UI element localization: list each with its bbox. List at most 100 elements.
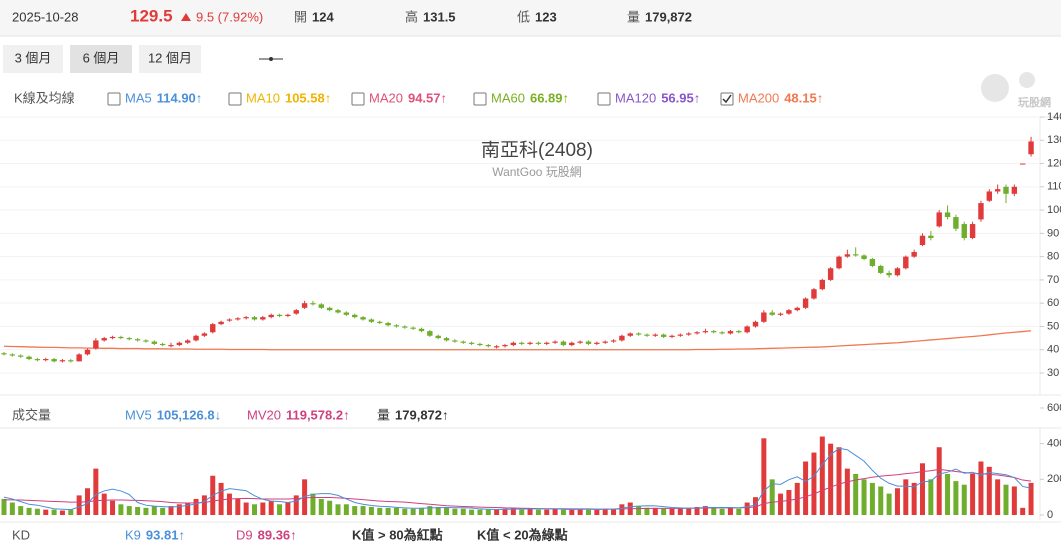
candle-body xyxy=(585,341,592,344)
checkbox[interactable] xyxy=(597,92,611,106)
chart-title: 南亞科(2408) xyxy=(481,139,593,161)
y-tick-label: 70 xyxy=(1047,274,1059,286)
checkbox[interactable] xyxy=(351,92,365,106)
tab-label[interactable]: 3 個月 xyxy=(15,50,52,65)
checkbox[interactable] xyxy=(107,92,121,106)
volume-bar xyxy=(243,502,249,515)
volume-bar xyxy=(93,468,99,515)
candle-body xyxy=(560,341,567,346)
checkbox[interactable] xyxy=(720,92,734,106)
volume-bar xyxy=(293,495,299,515)
mv5-line xyxy=(3,447,1032,511)
candle-body xyxy=(377,321,383,323)
candle-body xyxy=(519,342,525,344)
candle-body xyxy=(802,298,809,308)
tab-label[interactable]: 6 個月 xyxy=(83,50,120,65)
candle-body xyxy=(1028,141,1034,155)
candle-body xyxy=(786,310,792,314)
candle-body xyxy=(418,328,425,332)
volume-bar xyxy=(18,506,24,515)
candle-body xyxy=(994,189,1001,192)
candle-body xyxy=(402,326,408,328)
volume-bar xyxy=(686,507,692,515)
volume-bar xyxy=(135,506,141,515)
legend-value: 48.15↑ xyxy=(784,90,823,105)
date: 2025-10-28 xyxy=(12,9,79,24)
volume-bar xyxy=(435,506,441,515)
volume-bar xyxy=(577,508,583,515)
tab-selected[interactable] xyxy=(70,45,132,73)
y-tick-label: 50 xyxy=(1047,320,1059,332)
candle-body xyxy=(744,326,750,333)
volume-bar xyxy=(235,498,241,515)
candle-body xyxy=(427,331,433,336)
candle-body xyxy=(143,340,149,342)
candle-body xyxy=(159,343,166,346)
low-label: 低 xyxy=(517,9,530,24)
volume-bar xyxy=(519,509,525,515)
tab[interactable] xyxy=(139,45,201,73)
checkbox[interactable] xyxy=(473,92,487,106)
volume-bar xyxy=(727,507,733,515)
volume-bar xyxy=(34,508,40,515)
volume-bar xyxy=(427,506,433,515)
volume-bar xyxy=(335,504,341,515)
volume-bar xyxy=(861,479,867,515)
volume-bar xyxy=(260,502,266,515)
volume-bar xyxy=(385,507,391,515)
volume-bar xyxy=(460,508,466,515)
legend-label: MA10 xyxy=(246,90,280,105)
volume-bar xyxy=(494,509,500,515)
volume-bar xyxy=(786,490,792,515)
y-tick-label: 140 xyxy=(1047,111,1061,123)
candle-body xyxy=(978,203,984,220)
volume-bar xyxy=(410,508,416,515)
candle-body xyxy=(76,354,82,362)
volume-bar xyxy=(201,495,207,515)
volume-bar xyxy=(218,482,224,515)
volume-bar xyxy=(811,452,817,515)
volume-bar xyxy=(285,502,291,515)
y-tick-label: 60 xyxy=(1047,297,1059,309)
volume-bar xyxy=(268,500,274,515)
volume-bar xyxy=(677,507,683,515)
candle-body xyxy=(711,331,717,333)
volume-bar xyxy=(644,507,650,515)
volume-bar xyxy=(803,461,809,515)
legend-label: MV20 xyxy=(247,407,281,422)
legend-label: MV5 xyxy=(125,407,152,422)
y-tick-label: 0 xyxy=(1047,509,1053,521)
volume-bar xyxy=(368,506,374,515)
volume-bar xyxy=(911,482,917,515)
volume-bar xyxy=(853,473,859,515)
y-tick-label: 130 xyxy=(1047,134,1061,146)
candle-body xyxy=(677,334,684,336)
legend-value: 93.81↑ xyxy=(146,527,185,542)
y-tick-label: 90 xyxy=(1047,227,1059,239)
candle-body xyxy=(118,336,124,339)
candle-body xyxy=(777,313,784,315)
candle-body xyxy=(243,317,249,319)
y-tick-label: 200 xyxy=(1047,473,1061,485)
tab[interactable] xyxy=(3,45,63,73)
candle-body xyxy=(1020,163,1026,165)
legend-label: MA120 xyxy=(615,90,656,105)
change: 9.5 (7.92%) xyxy=(196,9,263,24)
volume-bar xyxy=(945,473,951,515)
candle-body xyxy=(168,345,174,347)
candle-body xyxy=(468,342,475,344)
candle-body xyxy=(936,212,942,227)
candle-body xyxy=(310,303,316,305)
candle-body xyxy=(151,341,157,344)
volume-bar xyxy=(586,509,591,515)
tab-label[interactable]: 12 個月 xyxy=(148,50,192,65)
checkbox[interactable] xyxy=(228,92,242,106)
candle-body xyxy=(761,312,767,322)
candle-body xyxy=(1,353,7,355)
header-bar xyxy=(0,0,1061,36)
volume-bar xyxy=(327,500,333,515)
candle-body xyxy=(527,342,533,344)
legend-label: MA60 xyxy=(491,90,525,105)
candle-body xyxy=(928,235,934,239)
volume-bar xyxy=(76,495,82,515)
